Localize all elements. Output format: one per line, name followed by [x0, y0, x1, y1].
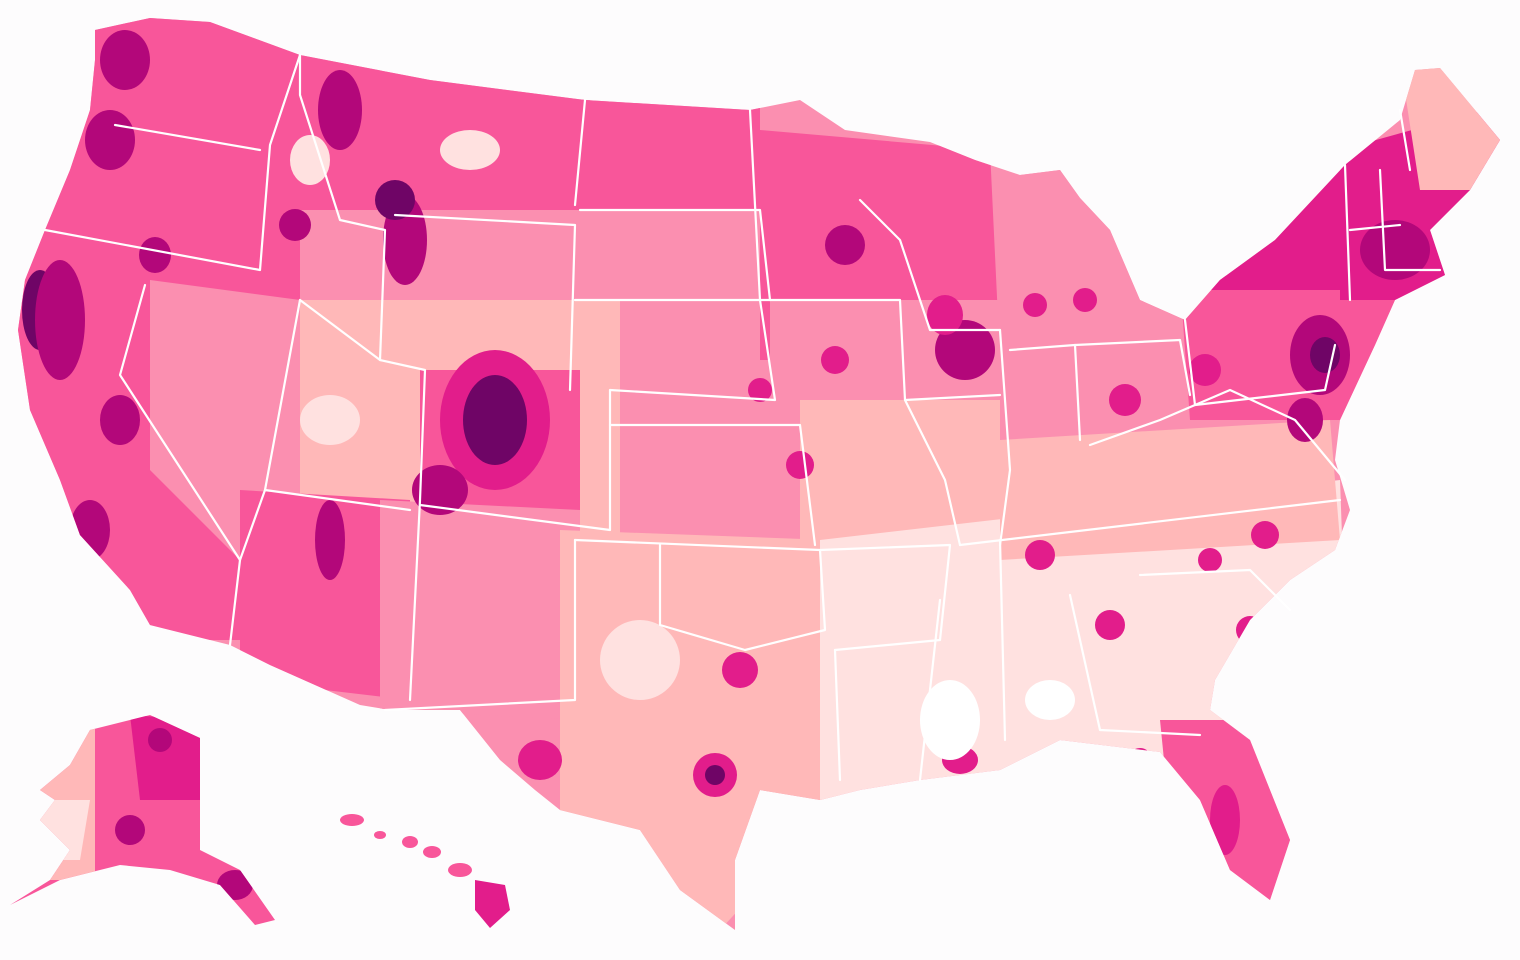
- hawaii: [340, 814, 510, 928]
- state-borders: [43, 53, 1442, 782]
- alaska: [10, 715, 275, 925]
